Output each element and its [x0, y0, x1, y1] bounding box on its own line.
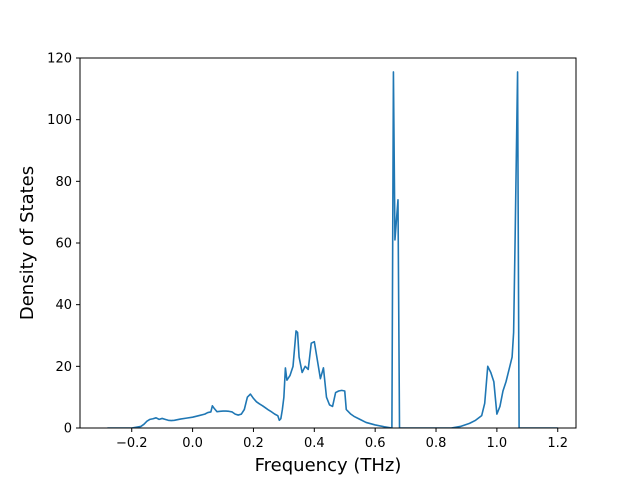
- x-tick-label: −0.2: [116, 436, 148, 451]
- x-tick-label: 0.8: [426, 436, 447, 451]
- y-tick-label: 120: [47, 52, 72, 67]
- y-tick-label: 60: [55, 237, 72, 252]
- y-tick-label: 100: [47, 113, 72, 128]
- x-tick-label: 0.6: [365, 436, 386, 451]
- x-tick-label: 1.2: [547, 436, 568, 451]
- x-axis-label: Frequency (THz): [255, 455, 402, 476]
- dos-series-line-0: [107, 71, 558, 428]
- plot-area: [107, 71, 558, 428]
- y-tick-label: 20: [55, 360, 72, 375]
- x-tick-label: 1.0: [487, 436, 508, 451]
- x-tick-label: 0.2: [243, 436, 264, 451]
- y-tick-label: 0: [64, 422, 72, 437]
- x-tick-label: 0.0: [182, 436, 203, 451]
- y-tick-label: 40: [55, 298, 72, 313]
- plot-background: [80, 58, 576, 428]
- x-tick-label: 0.4: [304, 436, 325, 451]
- y-axis-ticks: 0 20 40 60 80 100 120: [47, 52, 80, 437]
- x-axis-ticks: −0.2 0.0 0.2 0.4 0.6 0.8 1.0 1.2: [116, 428, 568, 451]
- y-axis-label: Density of States: [17, 166, 38, 320]
- y-tick-label: 80: [55, 175, 72, 190]
